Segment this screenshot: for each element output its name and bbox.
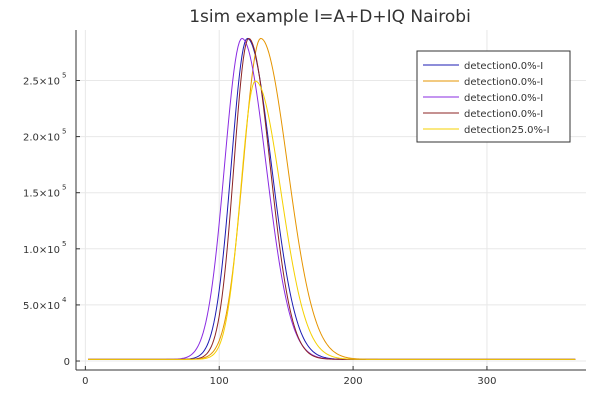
- y-tick-exponent: 5: [62, 240, 66, 248]
- legend-label-1: detection0.0%-I: [464, 61, 543, 72]
- y-tick-label: 2.5×10: [23, 76, 60, 87]
- x-tick-label: 0: [82, 376, 88, 387]
- tick-labels: 0 100 200 30005.0×1041.0×1051.5×1052.0×1052…: [23, 71, 497, 387]
- y-tick-label: 1.0×10: [23, 245, 60, 256]
- y-tick-label: 5.0×10: [23, 301, 60, 312]
- y-tick-exponent: 5: [62, 71, 66, 79]
- y-tick-label: 0: [64, 357, 70, 368]
- legend: detection0.0%-I detection0.0%-I detection0…: [416, 50, 571, 143]
- legend-label-3: detection0.0%-I: [464, 93, 543, 104]
- x-tick-label: 100: [210, 376, 229, 387]
- y-tick-label: 1.5×10: [23, 189, 60, 200]
- y-tick-exponent: 5: [62, 184, 66, 192]
- series-line-5: [88, 80, 576, 360]
- legend-label-2: detection0.0%-I: [464, 77, 543, 88]
- chart-title: 1sim example I=A+D+IQ Nairobi: [189, 7, 471, 27]
- legend-label-5: detection25.0%-I: [464, 125, 550, 136]
- x-tick-label: 200: [344, 376, 363, 387]
- axes: [75, 30, 586, 371]
- series-lines: [88, 37, 576, 360]
- y-tick-label: 2.0×10: [23, 133, 60, 144]
- x-tick-label: 300: [477, 376, 496, 387]
- legend-label-4: detection0.0%-I: [464, 109, 543, 120]
- y-tick-exponent: 5: [62, 128, 66, 136]
- y-tick-exponent: 4: [62, 296, 67, 304]
